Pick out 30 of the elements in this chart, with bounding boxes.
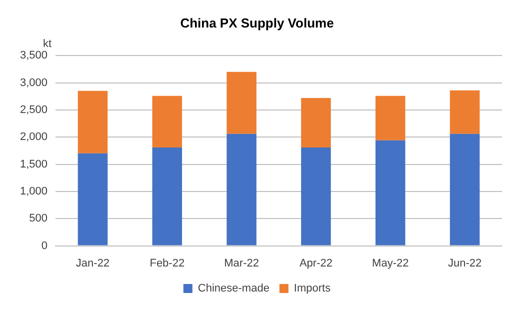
y-tick-label: 2,000 bbox=[20, 131, 48, 144]
legend-label: Chinese-made bbox=[198, 282, 270, 295]
legend-label: Imports bbox=[294, 282, 332, 295]
bar bbox=[152, 96, 182, 148]
x-tick-label: Apr-22 bbox=[299, 257, 332, 270]
bar bbox=[226, 134, 256, 246]
bar bbox=[152, 147, 182, 246]
y-tick-label: 1,500 bbox=[20, 158, 48, 170]
x-tick-label: May-22 bbox=[372, 257, 409, 270]
bar bbox=[78, 90, 108, 154]
bar bbox=[301, 98, 331, 148]
bar bbox=[376, 96, 406, 140]
y-axis-title: kt bbox=[42, 38, 52, 50]
x-tick-label: Mar-22 bbox=[224, 257, 259, 270]
bar bbox=[226, 72, 256, 134]
bar bbox=[450, 134, 480, 246]
y-tick-label: 3,000 bbox=[20, 76, 48, 89]
bar bbox=[301, 147, 331, 246]
bar bbox=[78, 153, 108, 246]
x-tick-label: Feb-22 bbox=[150, 257, 185, 270]
y-tick-label: 0 bbox=[41, 240, 48, 252]
y-tick-label: 3,500 bbox=[20, 50, 48, 62]
y-tick-label: 500 bbox=[29, 212, 48, 225]
bar bbox=[376, 140, 406, 246]
x-tick-label: Jan-22 bbox=[76, 257, 110, 270]
chart-title: China PX Supply Volume bbox=[180, 15, 334, 30]
bar bbox=[450, 90, 480, 134]
y-tick-label: 2,500 bbox=[20, 104, 48, 116]
x-tick-label: Jun-22 bbox=[448, 257, 482, 270]
y-tick-label: 1,000 bbox=[20, 185, 48, 198]
